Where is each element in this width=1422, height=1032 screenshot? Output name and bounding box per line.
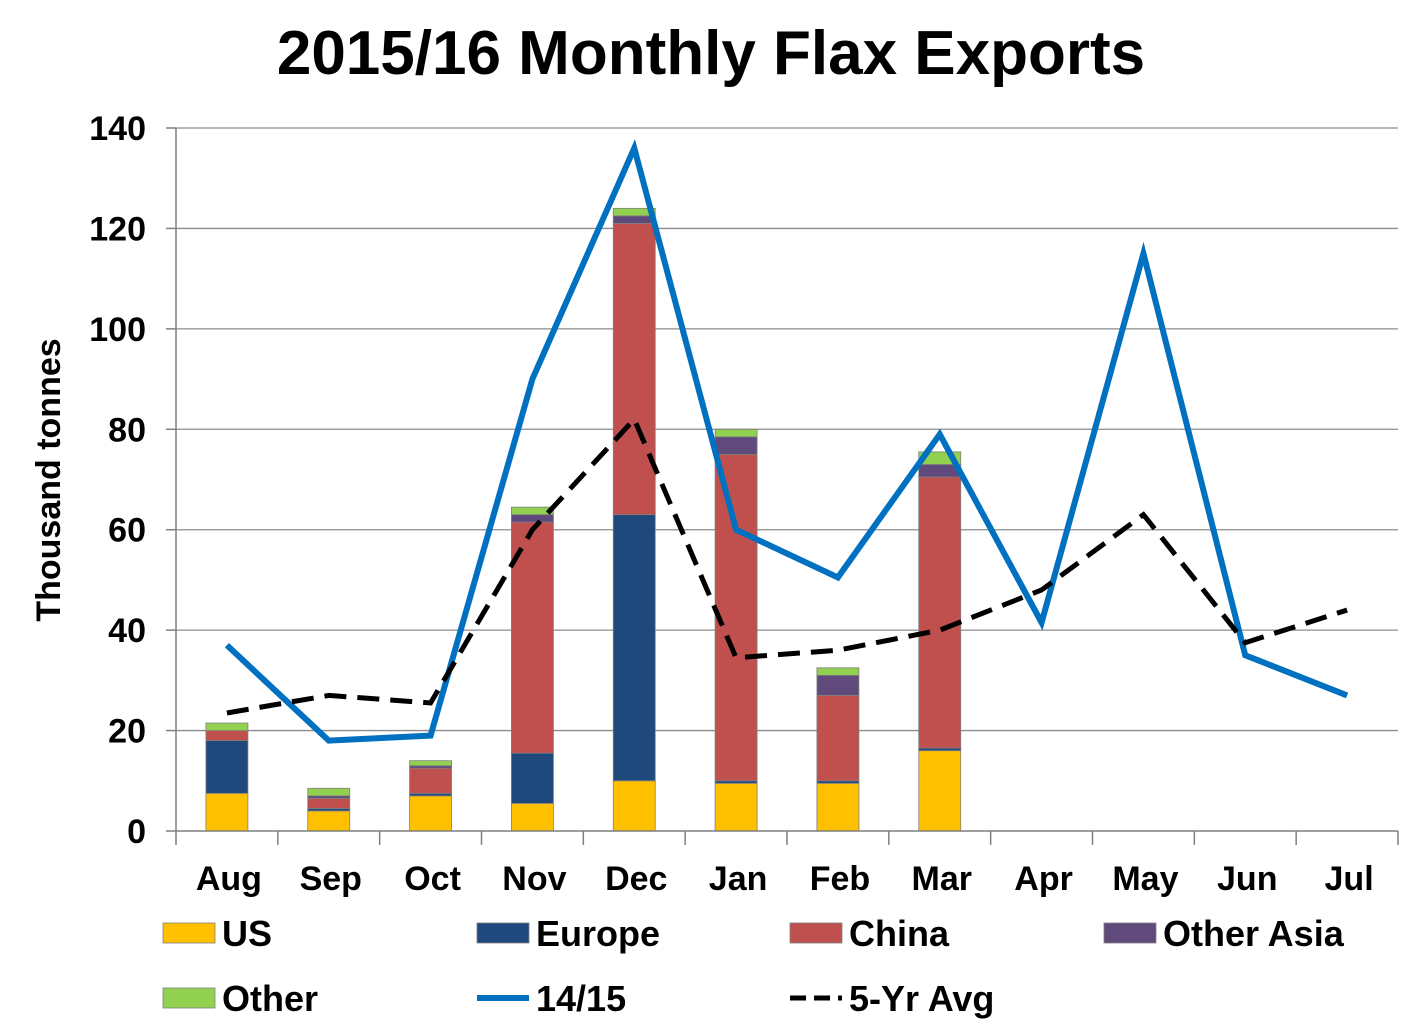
legend-label: Other: [222, 978, 318, 1019]
legend-swatch: [162, 987, 216, 1009]
bar-segment-china: [511, 521, 554, 754]
legend-item-14-15: 14/15: [477, 978, 626, 1019]
stacked-bars: [205, 207, 962, 832]
bar-segment-other: [612, 207, 656, 217]
y-tick-label: 20: [108, 713, 146, 751]
line-series: [224, 139, 1349, 744]
x-tick-label: Mar: [912, 860, 972, 898]
y-axis-label: Thousand tonnes: [30, 338, 68, 621]
bar-segment-other: [714, 428, 758, 438]
bar-segment-us: [511, 802, 554, 832]
y-tick-label: 60: [108, 512, 146, 550]
legend-swatch: [1103, 922, 1157, 944]
legend-label: US: [222, 913, 272, 954]
bar-segment-other-asia: [511, 514, 554, 523]
gridlines: [176, 127, 1398, 732]
x-tick-label: May: [1112, 860, 1178, 898]
legend-swatch: [476, 922, 530, 944]
legend-item-other-asia: Other Asia: [1103, 913, 1345, 954]
bar-segment-other-asia: [612, 215, 656, 224]
y-tick-label: 40: [108, 612, 146, 650]
bar-segment-china: [816, 695, 860, 782]
bar-segment-other: [816, 667, 860, 676]
bar-segment-us: [816, 782, 860, 832]
x-tick-label: Dec: [605, 860, 667, 898]
legend-label: 14/15: [536, 978, 626, 1019]
bar-segment-europe: [205, 740, 249, 794]
x-tick-label: Oct: [404, 860, 461, 898]
x-tick-label: Apr: [1014, 860, 1073, 898]
bar-segment-other-asia: [816, 674, 860, 696]
y-tick-label: 0: [127, 813, 146, 851]
bar-segment-other-asia: [714, 436, 758, 455]
bar-segment-us: [205, 792, 249, 832]
x-tick-label: Sep: [300, 860, 362, 898]
y-tick-label: 100: [89, 311, 146, 349]
legend-item-china: China: [789, 913, 950, 954]
bar-segment-china: [205, 730, 249, 742]
bar-segment-us: [918, 750, 962, 832]
bar-segment-china: [714, 453, 758, 782]
legend-swatch: [162, 922, 216, 944]
legend-label: Europe: [536, 913, 660, 954]
tick-labels: 0 20 40 60 80 100 120 140 Aug Sep Oct Nov Dec Jan Feb M…: [89, 110, 1373, 898]
legend-label: China: [849, 913, 950, 954]
bar-segment-us: [714, 782, 758, 832]
legend: US Europe China Other Asia Other 14/15 5-Yr Av…: [162, 913, 1345, 1019]
series-line-5-yr-avg: [226, 414, 1348, 716]
x-tick-label: Jun: [1217, 860, 1277, 898]
bar-segment-china: [409, 767, 452, 794]
axes: [166, 127, 1399, 845]
legend-item-us: US: [162, 913, 272, 954]
y-tick-label: 140: [89, 110, 146, 148]
legend-item-other: Other: [162, 978, 318, 1019]
x-tick-label: Feb: [810, 860, 870, 898]
bar-segment-other: [511, 506, 554, 516]
series-line-14-15: [224, 139, 1349, 744]
x-tick-label: Jul: [1325, 860, 1374, 898]
legend-swatch: [789, 922, 843, 944]
bar-segment-china: [612, 223, 656, 516]
x-tick-label: Aug: [196, 860, 262, 898]
bar-segment-us: [409, 795, 452, 832]
legend-label: Other Asia: [1163, 913, 1345, 954]
bar-segment-other: [205, 722, 249, 731]
x-tick-label: Jan: [709, 860, 768, 898]
bar-segment-us: [612, 780, 656, 832]
bar-segment-other: [307, 787, 351, 797]
y-tick-label: 120: [89, 210, 146, 248]
chart-title: 2015/16 Monthly Flax Exports: [276, 19, 1146, 88]
bar-segment-china: [307, 797, 351, 809]
legend-label: 5-Yr Avg: [849, 978, 994, 1019]
bar-segment-europe: [612, 514, 656, 782]
bar-segment-other: [409, 760, 452, 767]
legend-item-5-yr-avg: 5-Yr Avg: [790, 978, 994, 1019]
x-tick-label: Nov: [502, 860, 566, 898]
bar-segment-china: [918, 476, 962, 749]
legend-item-europe: Europe: [476, 913, 660, 954]
y-tick-label: 80: [108, 411, 146, 449]
bar-segment-europe: [511, 752, 554, 804]
bar-segment-us: [307, 810, 351, 832]
